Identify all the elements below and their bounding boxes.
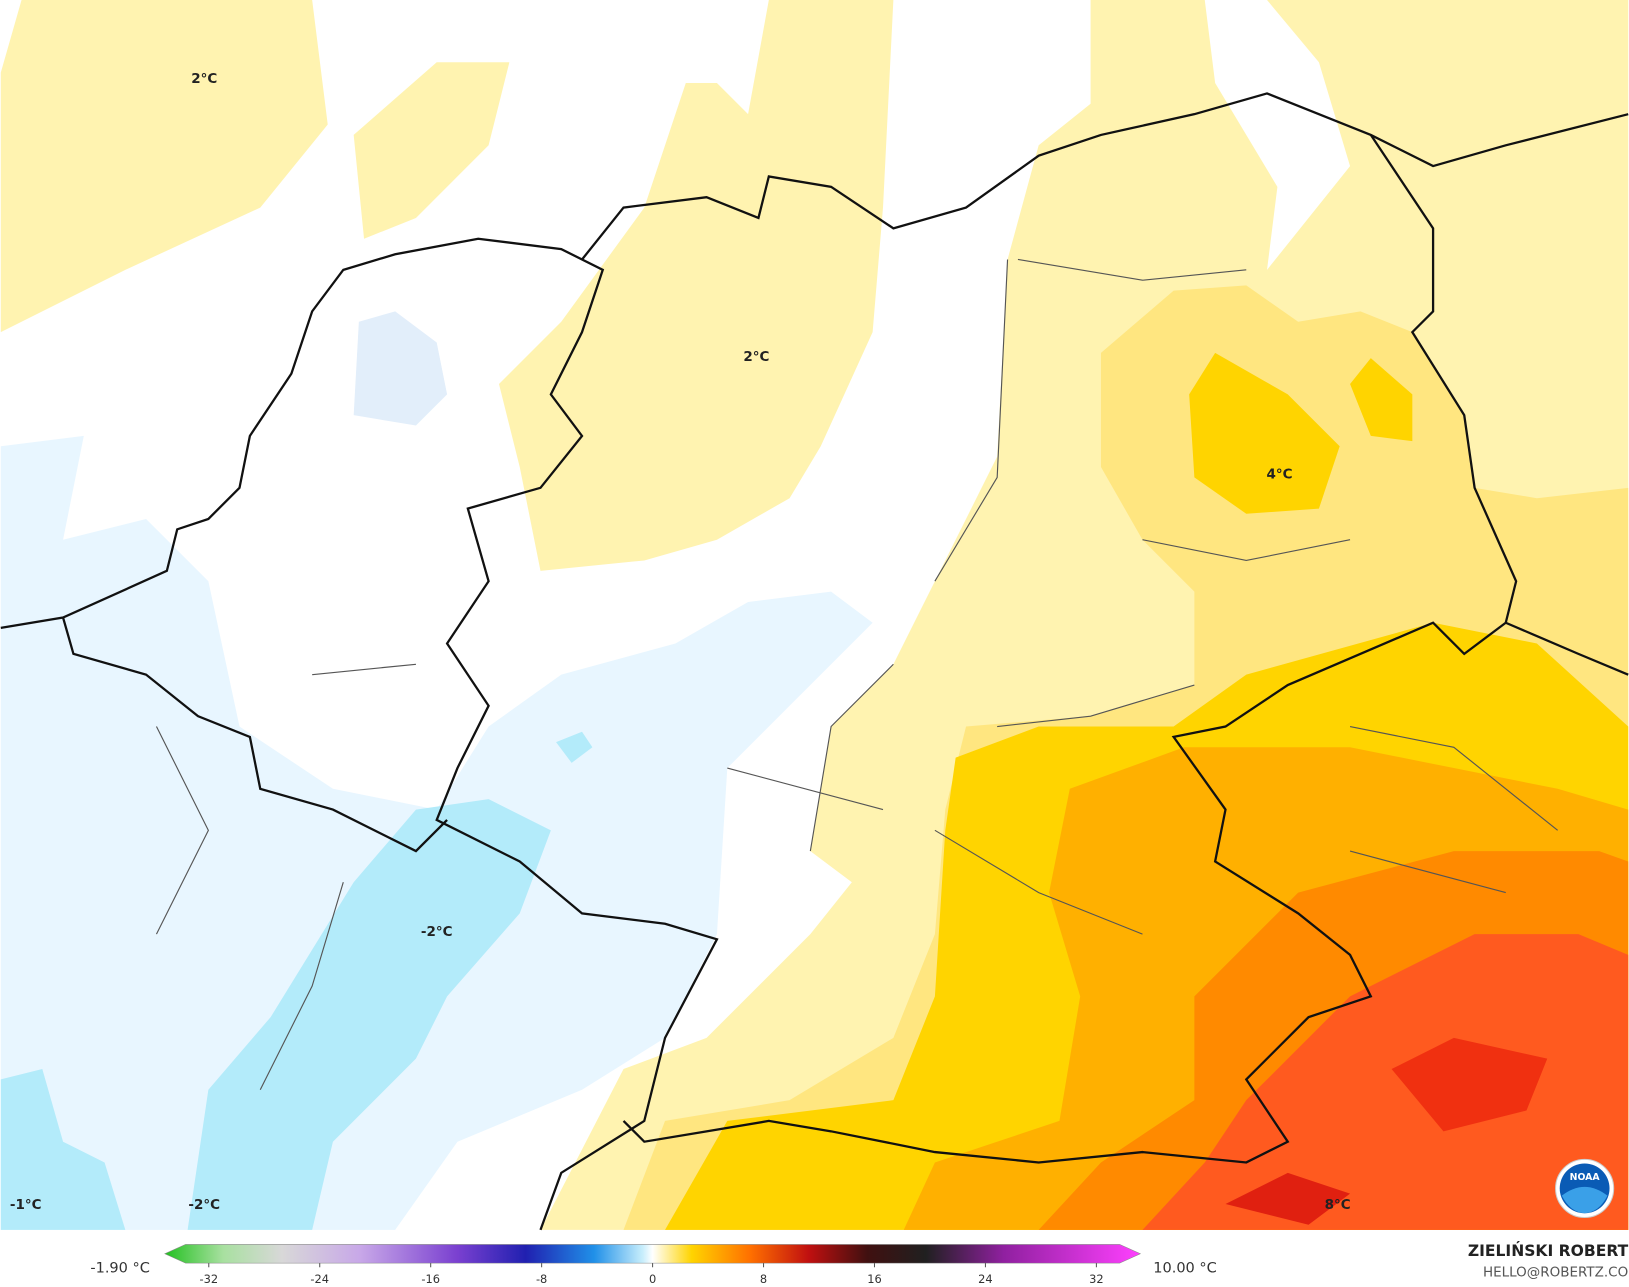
temp-area <box>187 799 551 1230</box>
temp-area <box>1189 352 1340 514</box>
colorbar-tick-label: 16 <box>867 1272 882 1286</box>
colorbar-tick-label: 32 <box>1089 1272 1104 1286</box>
temp-area <box>1350 358 1413 442</box>
temp-area <box>353 62 510 239</box>
colorbar-min: -1.90 °C <box>90 1260 150 1276</box>
colorbar-max: 10.00 °C <box>1153 1260 1217 1276</box>
temp-area <box>1225 1172 1351 1225</box>
map-label: -1°C <box>10 1197 42 1213</box>
colorbar-ticks: -32 -24 -16 -8 0 8 16 24 32 <box>199 1263 1104 1286</box>
logo-text: NOAA <box>1570 1172 1601 1183</box>
temp-area <box>353 311 448 426</box>
border-line <box>1505 621 1629 676</box>
author: ZIELIŃSKI ROBERT <box>1468 1241 1629 1260</box>
border-line <box>61 617 448 853</box>
border-line <box>0 237 719 1231</box>
colorbar-tick-label: 24 <box>978 1272 993 1286</box>
map-label: -2°C <box>421 924 453 940</box>
border-line <box>581 92 1629 261</box>
email: HELLO@ROBERTZ.CO <box>1483 1265 1628 1281</box>
temp-area <box>556 731 593 763</box>
map-label: 2°C <box>191 71 217 87</box>
colorbar-tick-label: -24 <box>310 1272 329 1286</box>
colorbar-tick-label: -16 <box>421 1272 440 1286</box>
temp-area <box>1142 934 1629 1230</box>
map-label: 4°C <box>1266 466 1292 482</box>
noaa-logo: NOAA <box>1555 1158 1615 1218</box>
colorbar: -32 -24 -16 -8 0 8 16 24 32 -1.90 °C 10.00 °C <box>90 1244 1217 1286</box>
temp-area <box>1391 1037 1548 1132</box>
border-line <box>622 134 1518 1164</box>
map-label: 2°C <box>743 349 769 365</box>
colorbar-bar <box>164 1244 1142 1264</box>
temp-area <box>0 1069 126 1230</box>
map-area <box>0 0 1629 1231</box>
logo-wave <box>1561 1186 1608 1214</box>
colorbar-tick-label: -32 <box>199 1272 218 1286</box>
temp-area <box>0 0 328 333</box>
temp-area <box>498 0 894 571</box>
colorbar-tick-label: 0 <box>649 1272 656 1286</box>
colorbar-tick-label: -8 <box>536 1272 547 1286</box>
colorbar-tick-label: 8 <box>760 1272 767 1286</box>
map-label: 8°C <box>1325 1197 1351 1213</box>
map-labels: 2°C 2°C 4°C -2°C -1°C -2°C 8°C <box>10 71 1351 1213</box>
admin-line <box>155 258 1558 1091</box>
map-label: -2°C <box>188 1197 220 1213</box>
